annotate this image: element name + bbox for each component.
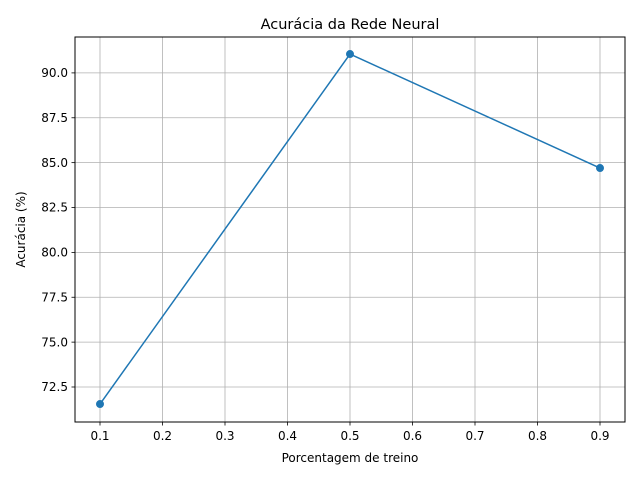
- y-tick-label: 90.0: [41, 66, 68, 80]
- data-point: [596, 164, 604, 173]
- x-axis: 0.1 0.2 0.3 0.4 0.5 0.6 0.7 0.8 0.9: [90, 422, 610, 443]
- chart-title: Acurácia da Rede Neural: [261, 17, 440, 33]
- x-tick-label: 0.7: [465, 429, 484, 443]
- y-tick-label: 85.0: [41, 156, 68, 170]
- y-tick-label: 75.0: [41, 335, 68, 349]
- series-layer: [96, 50, 604, 409]
- data-point: [96, 400, 104, 409]
- y-tick-label: 87.5: [41, 111, 68, 125]
- x-tick-label: 0.2: [153, 429, 172, 443]
- x-tick-label: 0.6: [403, 429, 422, 443]
- y-axis: 72.5 75.0 77.5 80.0 82.5 85.0 87.5 90.0: [41, 66, 75, 394]
- y-tick-label: 82.5: [41, 201, 68, 215]
- y-tick-label: 80.0: [41, 246, 68, 260]
- y-tick-label: 72.5: [41, 380, 68, 394]
- x-tick-label: 0.8: [528, 429, 547, 443]
- x-tick-label: 0.9: [590, 429, 609, 443]
- x-tick-label: 0.3: [215, 429, 234, 443]
- x-tick-label: 0.5: [340, 429, 359, 443]
- x-tick-label: 0.1: [90, 429, 109, 443]
- x-tick-label: 0.4: [278, 429, 297, 443]
- data-point: [346, 50, 354, 59]
- y-tick-label: 77.5: [41, 290, 68, 304]
- y-axis-title: Acurácia (%): [14, 191, 28, 267]
- grid: [75, 37, 625, 422]
- x-axis-title: Porcentagem de treino: [282, 451, 419, 465]
